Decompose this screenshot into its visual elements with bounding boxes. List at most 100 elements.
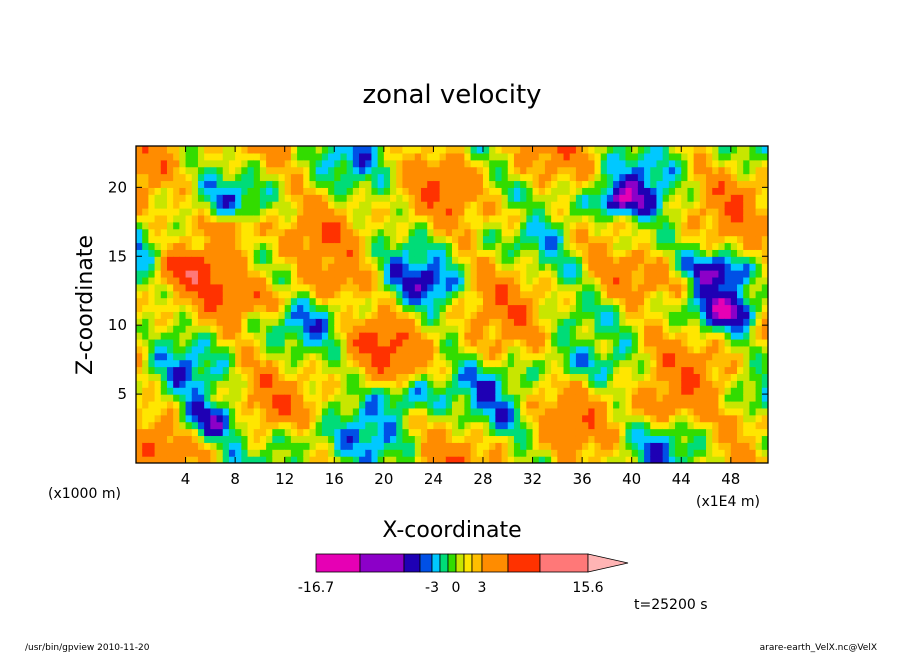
field-cell: [414, 242, 422, 250]
colorbar-swatch: [507, 553, 541, 573]
field-cell: [272, 311, 280, 319]
field-cell: [520, 338, 527, 347]
field-cell: [228, 332, 236, 340]
field-cell: [730, 173, 738, 182]
field-cell: [544, 290, 552, 299]
field-cell: [582, 325, 589, 333]
field-cell: [464, 228, 472, 237]
field-cell: [718, 276, 726, 285]
field-cell: [259, 166, 267, 175]
field-cell: [606, 270, 614, 278]
field-cell: [309, 442, 317, 450]
field-cell: [557, 352, 565, 361]
field-cell: [470, 208, 478, 216]
field-cell: [470, 194, 478, 202]
field-cell: [724, 270, 732, 278]
field-cell: [712, 208, 720, 216]
field-cell: [594, 159, 602, 168]
field-cell: [154, 256, 162, 264]
field-cell: [439, 159, 447, 168]
field-cell: [668, 373, 676, 381]
field-cell: [284, 345, 292, 354]
field-cell: [675, 256, 682, 264]
field-cell: [619, 352, 627, 361]
field-cell: [718, 180, 726, 188]
field-cell: [588, 400, 596, 409]
field-cell: [675, 242, 682, 250]
field-cell: [761, 366, 768, 375]
field-cell: [761, 228, 768, 237]
field-cell: [761, 380, 768, 388]
field-cell: [699, 249, 707, 257]
field-cell: [328, 228, 335, 237]
field-cell: [427, 228, 435, 237]
field-cell: [421, 421, 428, 430]
field-cell: [743, 201, 751, 209]
field-cell: [544, 407, 552, 416]
field-cell: [749, 311, 757, 319]
field-cell: [631, 180, 639, 188]
field-cell: [197, 256, 205, 264]
field-cell: [551, 400, 558, 409]
field-cell: [191, 152, 199, 161]
field-cell: [737, 249, 744, 257]
field-cell: [414, 325, 422, 333]
field-cell: [551, 146, 558, 154]
field-cell: [278, 173, 286, 182]
field-cell: [662, 352, 670, 361]
field-cell: [582, 290, 589, 299]
field-cell: [644, 235, 651, 244]
field-cell: [421, 359, 428, 368]
field-cell: [619, 387, 627, 395]
field-cell: [414, 208, 422, 216]
field-cell: [687, 435, 695, 443]
field-cell: [656, 366, 664, 375]
field-cell: [699, 166, 707, 175]
field-cell: [272, 263, 280, 271]
field-cell: [706, 166, 713, 175]
field-cell: [743, 187, 751, 195]
field-cell: [383, 208, 391, 216]
field-cell: [724, 228, 732, 237]
field-cell: [699, 283, 707, 292]
field-cell: [563, 359, 571, 368]
field-cell: [650, 311, 658, 319]
field-cell: [625, 228, 633, 237]
field-cell: [761, 256, 768, 264]
field-cell: [266, 201, 273, 209]
field-cell: [377, 270, 385, 278]
field-cell: [675, 428, 682, 437]
field-cell: [650, 449, 658, 457]
field-cell: [408, 366, 416, 375]
field-cell: [414, 366, 422, 375]
field-cell: [557, 270, 565, 278]
field-cell: [743, 256, 751, 264]
field-cell: [619, 394, 627, 402]
field-cell: [173, 373, 180, 381]
field-cell: [427, 435, 435, 443]
field-cell: [303, 283, 311, 292]
field-cell: [179, 235, 187, 244]
field-cell: [476, 221, 484, 230]
field-cell: [278, 146, 286, 154]
field-cell: [520, 208, 527, 216]
field-cell: [334, 290, 342, 299]
field-cell: [606, 221, 614, 230]
field-cell: [365, 276, 373, 285]
field-cell: [148, 387, 156, 395]
field-cell: [216, 180, 224, 188]
field-cell: [253, 449, 261, 457]
field-cell: [644, 435, 651, 443]
field-cell: [687, 214, 695, 223]
field-cell: [687, 180, 695, 188]
field-cell: [737, 332, 744, 340]
field-cell: [433, 338, 441, 347]
field-cell: [136, 290, 143, 299]
field-cell: [136, 194, 143, 202]
field-cell: [179, 270, 187, 278]
field-cell: [569, 297, 577, 306]
field-cell: [204, 449, 211, 457]
field-cell: [284, 414, 292, 423]
field-cell: [495, 214, 503, 223]
field-cell: [303, 407, 311, 416]
